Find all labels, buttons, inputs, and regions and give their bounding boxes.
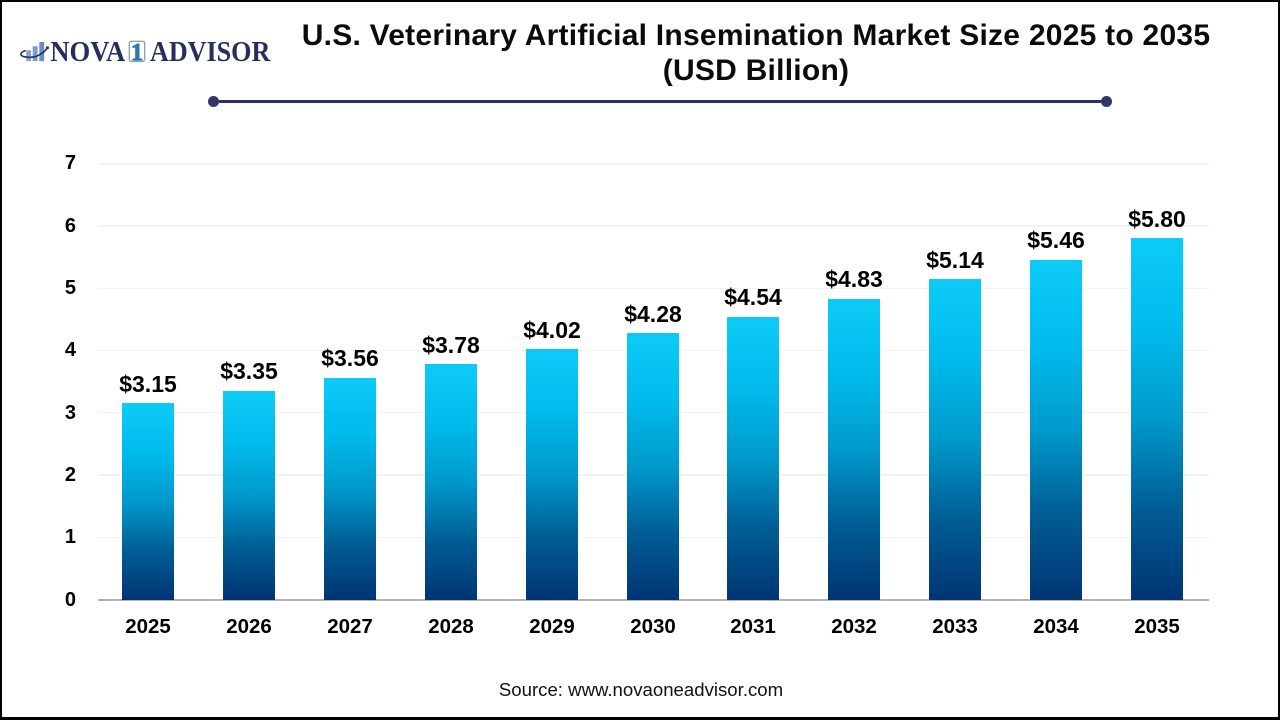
svg-text:1: 1	[131, 39, 143, 66]
svg-text:ADVISOR: ADVISOR	[150, 36, 271, 68]
svg-text:NOVA: NOVA	[50, 36, 125, 68]
